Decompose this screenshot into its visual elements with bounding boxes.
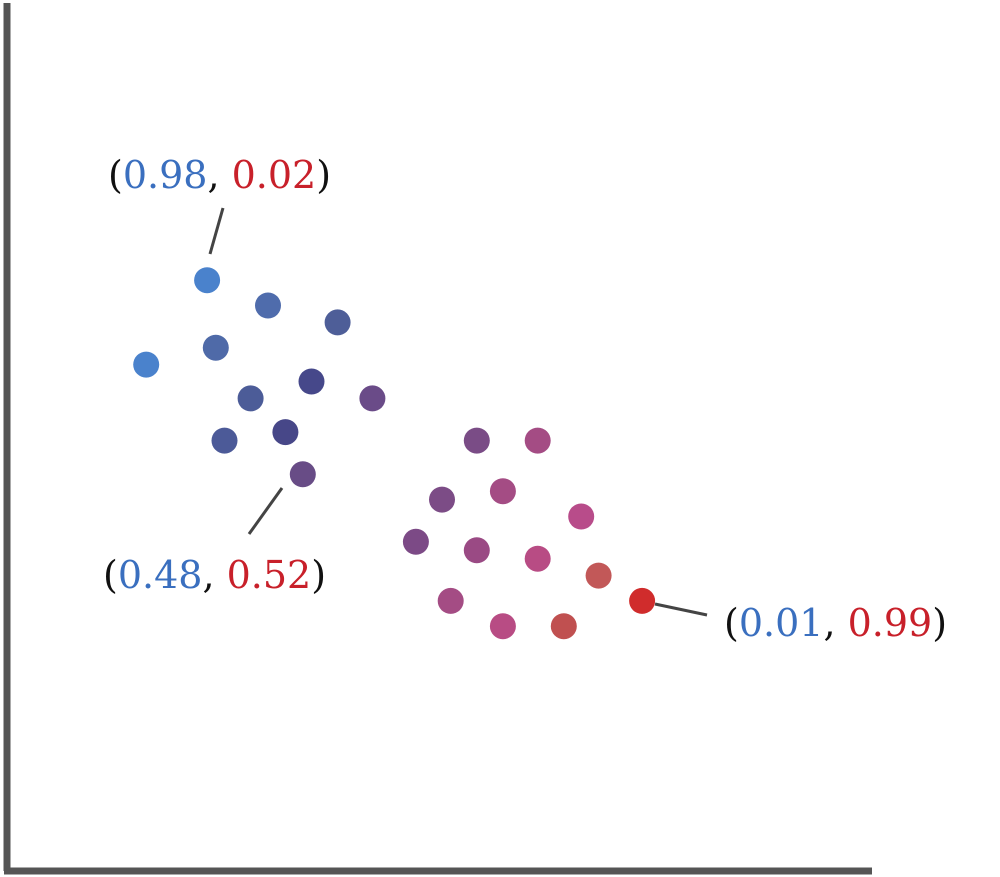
scatter-point-22 (489, 613, 516, 640)
annotation-3-red-value: 0.99 (848, 601, 933, 645)
scatter-point-7 (298, 368, 325, 395)
annotation-2-blue-value: 0.48 (118, 553, 203, 597)
annotation-1-blue-value: 0.98 (123, 153, 208, 197)
points-layer (133, 267, 656, 640)
scatter-point-21 (437, 587, 464, 614)
leader-line-1 (208, 207, 225, 255)
annotation-1-red-value: 0.02 (232, 153, 317, 197)
scatter-point-2 (133, 351, 160, 378)
annotation-3-blue-value: 0.01 (739, 601, 824, 645)
annotation-label-2: (0.48, 0.52) (103, 553, 326, 597)
scatter-point-10 (272, 419, 299, 446)
scatter-point-24 (629, 587, 656, 614)
scatter-point-20 (585, 562, 612, 589)
scatter-point-19 (524, 545, 551, 572)
scatter-point-12 (463, 427, 490, 454)
scatter-point-8 (359, 385, 386, 412)
leader-line-3 (654, 602, 708, 617)
leader-line-2 (247, 487, 284, 535)
annotation-label-1: (0.98, 0.02) (108, 153, 331, 197)
scatter-point-16 (568, 503, 595, 530)
scatter-point-14 (489, 478, 516, 505)
scatter-point-6 (237, 385, 264, 412)
scatter-point-17 (402, 528, 429, 555)
annotation-2-red-value: 0.52 (227, 553, 312, 597)
scatter-point-3 (255, 292, 281, 319)
scatter-point-23 (550, 613, 577, 640)
scatter-point-1 (194, 267, 221, 294)
scatter-point-18 (463, 537, 490, 564)
scatter-point-11 (289, 461, 316, 488)
scatter-point-4 (324, 309, 351, 336)
scatter-point-5 (202, 334, 229, 361)
scatter-point-15 (429, 486, 455, 513)
scatter-point-13 (524, 427, 551, 454)
scatter-point-9 (211, 427, 238, 454)
annotation-label-3: (0.01, 0.99) (724, 601, 947, 645)
